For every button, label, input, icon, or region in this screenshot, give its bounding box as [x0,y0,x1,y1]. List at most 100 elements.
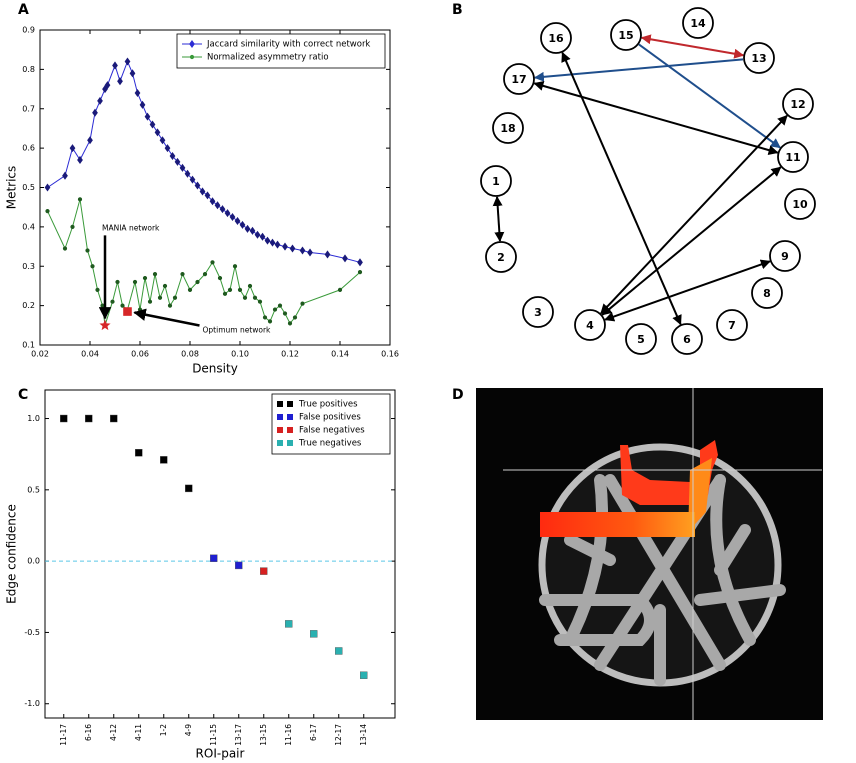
x-tick-label: 1-2 [159,724,168,736]
x-tick-label: 4-12 [109,724,118,741]
point [70,224,75,229]
x-tick-label: 6-16 [84,724,93,741]
y-tick-label: 0.8 [22,65,35,74]
node [574,309,606,341]
x-axis-label: ROI-pair [196,747,245,761]
point [142,275,148,281]
point [189,39,195,49]
point [244,224,251,233]
node-label: 14 [690,17,706,30]
legend-label: False positives [299,413,361,423]
x-tick-label: 11-17 [59,724,68,746]
legend-swatch [277,427,283,433]
point [77,197,83,202]
point [307,248,313,257]
point [199,187,206,196]
node-label: 7 [728,319,736,332]
y-tick-label: 0.2 [22,301,35,310]
edge [640,34,745,59]
point [357,270,363,275]
point [179,163,186,172]
point [214,201,221,210]
point [139,100,146,109]
point [300,301,305,306]
legend-swatch [277,414,283,420]
point [272,307,278,312]
annotation: MANIA network [102,223,160,232]
point [90,264,95,269]
y-tick-label: 0.5 [27,485,40,494]
point [222,291,228,296]
point [60,414,68,423]
legend-label: Normalized asymmetry ratio [207,53,329,63]
legend-label: True negatives [298,439,362,449]
point [204,191,211,200]
node [503,63,535,95]
point [224,209,231,218]
x-tick-label: 0.16 [381,350,399,359]
point [235,561,243,570]
x-tick-label: 11-16 [284,724,293,746]
edge [492,195,505,243]
y-tick-label: -1.0 [24,699,40,708]
point [259,232,266,241]
x-tick-label: 13-14 [359,724,368,746]
point [152,272,158,277]
node-label: 10 [792,198,808,211]
point [269,238,276,247]
x-tick-label: 0.12 [281,350,299,359]
legend-swatch [287,440,293,446]
point [110,299,115,304]
point [112,61,118,70]
point [189,175,196,184]
point [159,136,166,145]
point [217,275,223,281]
node-label: 12 [790,98,805,111]
legend-swatch [287,401,293,407]
brain-image [476,388,823,720]
point [124,57,131,66]
point [164,144,171,153]
point [247,283,253,289]
x-axis-label: Density [192,362,238,376]
x-tick-label: 0.14 [331,350,349,359]
point [99,319,111,331]
point [87,136,93,145]
point [174,157,181,166]
y-axis-label: Edge confidence [5,504,19,604]
node [716,309,748,341]
point [144,112,151,121]
y-axis-label: Metrics [5,166,19,210]
legend-swatch [277,440,283,446]
node-label: 8 [763,287,771,300]
point [299,246,306,255]
point [44,183,51,192]
legend-label: Jaccard similarity with correct network [206,40,370,50]
point [69,144,76,153]
node [492,112,524,144]
point [229,213,236,222]
y-tick-label: -0.5 [24,628,40,637]
point [310,630,318,638]
point [157,295,163,300]
point [185,484,193,493]
point [187,287,193,292]
point [120,303,125,308]
x-tick-label: 13-15 [259,724,268,746]
image-overlay [540,512,695,537]
point [242,295,248,300]
legend-swatch [277,401,283,407]
image-fibers [539,474,786,686]
point [264,236,271,245]
point [132,279,138,285]
point [202,272,208,277]
node [743,42,775,74]
point [234,216,241,225]
legend-label: False negatives [299,426,365,436]
point [104,81,111,90]
node [480,165,512,197]
x-tick-label: 0.08 [181,350,199,359]
point [167,303,173,308]
point [249,226,256,235]
